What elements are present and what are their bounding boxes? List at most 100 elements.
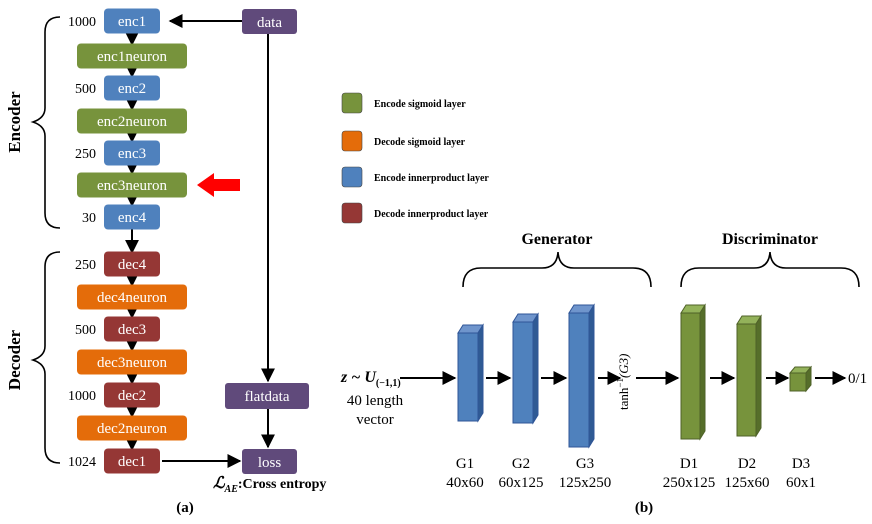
generator-layer-name-g1: G1 [456,456,474,472]
gan-layer-labels: G1 40x60 G2 60x125 G3 125x250 D1 250x125 D2 125x6… [446,456,816,491]
layer-dec1: dec1 1024 [68,448,160,474]
legend-item: Decode innerproduct layer [341,202,489,224]
decoder-bracket [30,251,61,464]
panel-b-caption: (b) [635,500,653,516]
input-distribution: z ~ U(−1,1) [340,369,401,389]
layer-label-enc2: enc2 [118,81,146,97]
layer-size-enc3: 250 [75,147,96,162]
layer-label-enc4: enc4 [118,210,147,226]
input-desc-line2: vector [356,412,393,428]
legend-label: Encode innerproduct layer [374,173,489,184]
legend-label: Encode sigmoid layer [374,99,466,110]
layer-size-enc1: 1000 [68,15,96,30]
input-z: z ~ [340,369,364,386]
decoder-label: Decoder [5,329,24,390]
layer-dec3: dec3 500 [75,316,160,342]
transform-func: tanh [616,387,631,410]
encoder-bracket [30,16,61,229]
layer-box-dec3 [104,316,160,342]
discriminator-d3-block [788,365,813,393]
layer-box-enc1neuron [77,43,187,69]
input-u-subscript: (−1,1) [376,378,401,389]
input-u: U [364,369,377,386]
layer-size-enc4: 30 [82,211,96,226]
legend-swatch [341,92,363,114]
layer-enc1neuron: enc1neuron [77,43,187,69]
generator-layer-size-g3: 125x250 [559,475,612,491]
loss-box-label: loss [258,455,282,471]
generator-title: Generator [521,231,592,248]
generator-layer-name-g2: G2 [512,456,530,472]
layer-label-dec3: dec3 [118,322,146,338]
layer-label-enc1neuron: enc1neuron [97,49,167,65]
loss-caption-symbol: ℒ [213,475,226,492]
discriminator-layer-size-d3: 60x1 [786,475,816,491]
layer-label-dec2neuron: dec2neuron [97,421,167,437]
layer-label-enc3: enc3 [118,146,146,162]
panel-a-caption: (a) [176,500,194,516]
generator-g1-block [457,323,484,423]
legend-item: Encode innerproduct layer [341,166,489,188]
layer-box-enc3 [104,140,160,166]
generator-brace [462,251,652,288]
layer-box-enc2neuron [77,108,187,134]
layer-box-dec2 [104,382,160,408]
layer-enc2: enc2 500 [75,75,160,101]
discriminator-layer-size-d2: 125x60 [725,475,770,491]
generator-layer-size-g1: 40x60 [446,475,484,491]
legend-swatch [341,166,363,188]
layer-label-dec4: dec4 [118,257,147,273]
discriminator-layer-size-d1: 250x125 [663,475,716,491]
layer-label-dec2: dec2 [118,388,146,404]
layer-dec4neuron: dec4neuron [77,284,187,310]
discriminator-brace [680,251,860,288]
discriminator-layer-name-d3: D3 [792,456,810,472]
transform-superscript: −1 [615,378,625,388]
layer-label-enc3neuron: enc3neuron [97,178,167,194]
loss-caption-text: :Cross entropy [238,477,327,492]
layer-box-enc3neuron [77,172,187,198]
transform-label: tanh−1(G3) [615,353,631,410]
input-desc-line1: 40 length [347,393,404,409]
layer-dec3neuron: dec3neuron [77,349,187,375]
flatdata-box-label: flatdata [245,389,290,405]
layer-box-dec2neuron [77,415,187,441]
layer-box-enc1 [104,8,160,34]
layer-size-dec4: 250 [75,258,96,273]
discriminator-layer-name-d1: D1 [680,456,698,472]
layer-enc2neuron: enc2neuron [77,108,187,134]
layer-enc3: enc3 250 [75,140,160,166]
layer-stack: enc1 1000 enc1neuron enc2 500 enc2neuron enc3 2… [68,8,187,474]
legend-swatch [341,130,363,152]
layer-enc3neuron: enc3neuron [77,172,187,198]
layer-box-enc4 [104,204,160,230]
legend-label: Decode sigmoid layer [374,137,466,148]
discriminator-d2-block [736,314,762,438]
data-box [242,9,297,34]
discriminator-title: Discriminator [722,231,818,248]
generator-g2-block [512,312,539,425]
data-box-label: data [257,15,282,31]
layer-size-dec2: 1000 [68,389,96,404]
layer-dec2: dec2 1000 [68,382,160,408]
transform-arg: (G3) [616,353,631,378]
legend-item: Encode sigmoid layer [341,92,466,114]
discriminator-layer-name-d2: D2 [738,456,756,472]
generator-g3-block [568,303,595,449]
layer-label-dec1: dec1 [118,454,146,470]
generator-layer-name-g3: G3 [576,456,594,472]
layer-box-dec1 [104,448,160,474]
discriminator-d1-block [680,303,706,441]
loss-caption: ℒAE:Cross entropy [213,475,326,495]
layer-size-dec1: 1024 [68,455,96,470]
flatdata-box [225,383,309,409]
legend-swatch [341,202,363,224]
legend-label: Decode innerproduct layer [374,209,489,220]
layer-size-enc2: 500 [75,82,96,97]
highlight-arrow [197,173,240,197]
layer-label-enc1: enc1 [118,14,146,30]
layer-enc1: enc1 1000 [68,8,160,34]
panel-b-gan: Generator Discriminator z ~ U(−1,1) 40 l… [340,231,867,516]
legend: Encode sigmoid layer Decode sigmoid layer… [341,92,489,224]
